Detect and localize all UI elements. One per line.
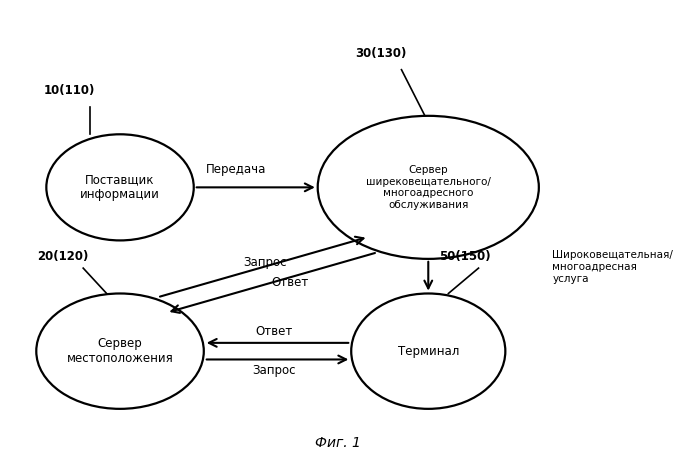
Text: Запрос: Запрос <box>244 255 287 269</box>
Text: Фиг. 1: Фиг. 1 <box>315 436 361 450</box>
Text: 50(150): 50(150) <box>439 250 491 263</box>
Text: 20(120): 20(120) <box>38 250 89 263</box>
Text: Запрос: Запрос <box>252 364 296 377</box>
Text: Передача: Передача <box>206 163 266 176</box>
Text: Сервер
ширековещательного/
многоадресного
обслуживания: Сервер ширековещательного/ многоадресног… <box>366 165 491 210</box>
Text: 30(130): 30(130) <box>356 48 407 60</box>
Text: Ответ: Ответ <box>271 276 308 290</box>
Text: Широковещательная/
многоадресная
услуга: Широковещательная/ многоадресная услуга <box>552 250 673 283</box>
Text: Сервер
местоположения: Сервер местоположения <box>66 337 173 365</box>
Text: Ответ: Ответ <box>256 325 293 338</box>
Text: Поставщик
информации: Поставщик информации <box>80 173 160 201</box>
Text: Терминал: Терминал <box>398 345 459 358</box>
Text: 10(110): 10(110) <box>44 85 96 98</box>
